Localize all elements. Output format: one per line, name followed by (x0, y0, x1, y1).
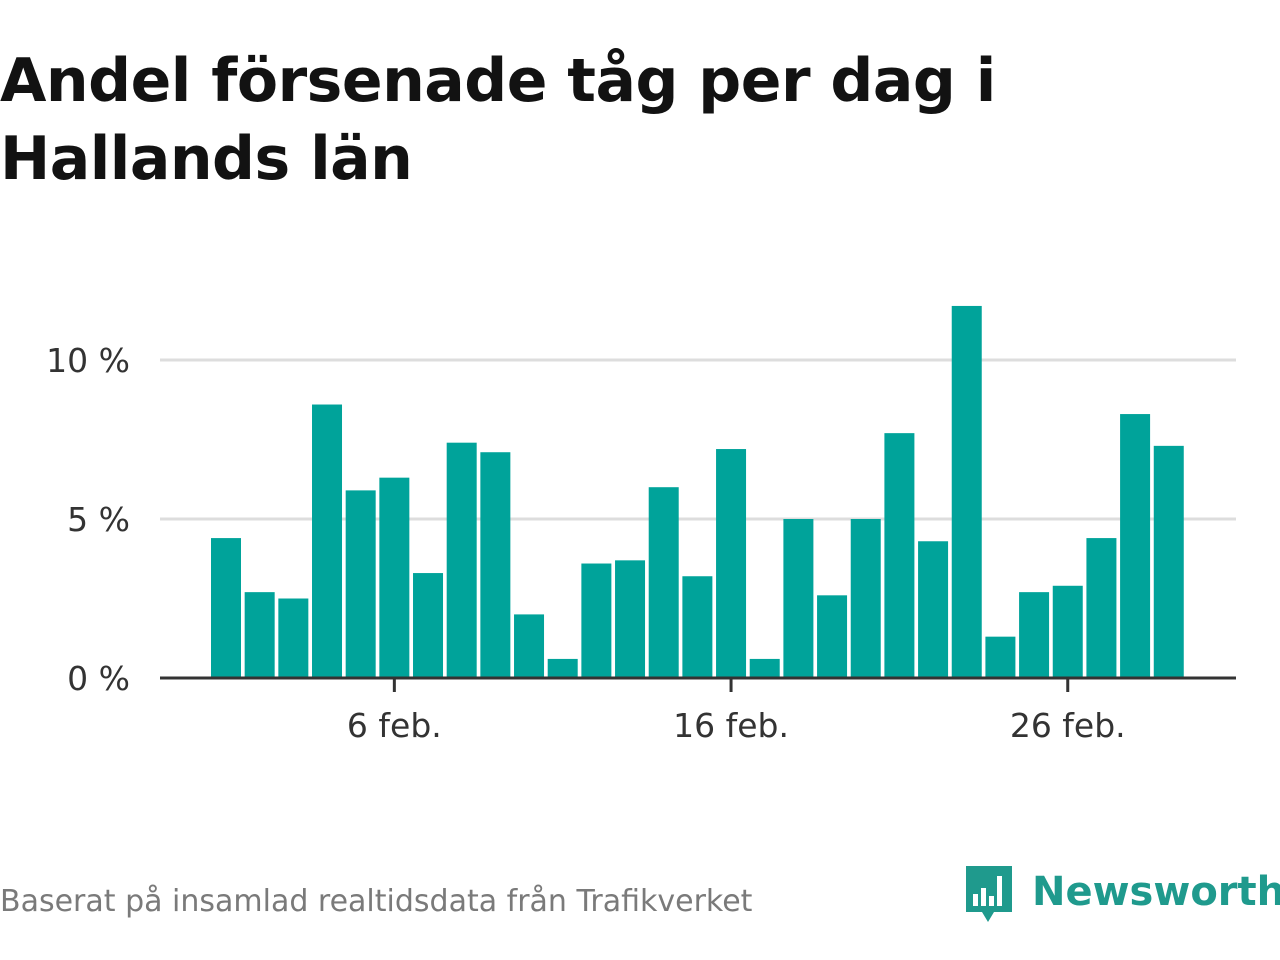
bar (581, 563, 612, 678)
bar (278, 598, 309, 678)
y-tick-label: 5 % (67, 500, 130, 539)
bar (817, 595, 848, 678)
bar (749, 658, 780, 678)
bar (1086, 538, 1117, 678)
bar (951, 305, 982, 678)
bar (648, 487, 679, 678)
bars (211, 305, 1184, 678)
bar (1153, 445, 1184, 678)
x-axis-ticks: 6 feb. 16 feb. 26 feb. (347, 678, 1126, 745)
bar (615, 560, 646, 678)
newsworthy-logo-icon (966, 866, 1012, 922)
brand-name: Newsworthy (1032, 869, 1280, 915)
bar (850, 519, 881, 678)
bar (547, 658, 578, 678)
bar (1120, 414, 1151, 678)
bar (211, 538, 241, 678)
bar (682, 576, 713, 678)
bar (379, 477, 410, 678)
bar (1019, 592, 1050, 678)
y-axis-ticks: 0 % 5 % 10 % (46, 341, 130, 698)
chart-title: Andel försenade tåg per dag i Hallands l… (0, 46, 996, 194)
bar-chart: 0 % 5 % 10 % 6 feb. 16 feb. 26 feb. (46, 305, 1236, 745)
bar (783, 519, 814, 678)
bar (480, 452, 511, 678)
bar (884, 433, 915, 678)
bar (716, 449, 747, 678)
bar (244, 592, 275, 678)
x-tick-label: 16 feb. (673, 706, 789, 745)
bar (413, 573, 444, 678)
bar (1052, 585, 1083, 678)
x-tick-label: 6 feb. (347, 706, 442, 745)
x-tick-label: 26 feb. (1010, 706, 1126, 745)
bar (446, 442, 477, 678)
source-note: Baserat på insamlad realtidsdata från Tr… (0, 884, 753, 919)
bar (345, 490, 376, 678)
bar (514, 614, 545, 678)
y-tick-label: 10 % (46, 341, 130, 380)
bar (312, 404, 343, 678)
y-tick-label: 0 % (67, 659, 130, 698)
bar (918, 541, 949, 678)
bar (985, 636, 1016, 678)
brand-logo: Newsworthy (964, 864, 1280, 928)
